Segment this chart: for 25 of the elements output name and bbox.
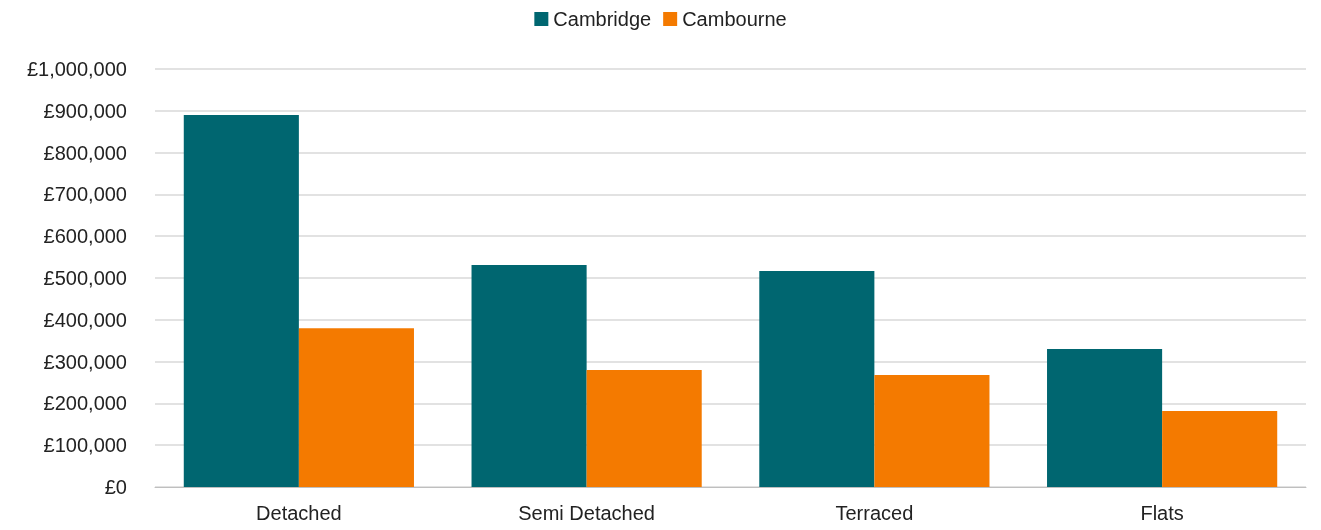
- x-tick-label: Semi Detached: [518, 502, 655, 524]
- bar: [1047, 349, 1163, 487]
- y-tick-label: £400,000: [43, 308, 127, 331]
- bar: [759, 270, 875, 487]
- y-tick-label: £1,000,000: [26, 58, 127, 80]
- y-tick-label: £900,000: [43, 99, 127, 122]
- legend-label: Cambourne: [682, 8, 787, 30]
- bar: [1162, 410, 1278, 487]
- y-tick-label: £200,000: [43, 392, 127, 415]
- bar: [183, 114, 299, 487]
- bar: [298, 328, 414, 487]
- y-tick-label: £500,000: [43, 267, 127, 289]
- bar: [586, 369, 702, 487]
- x-tick-label: Flats: [1140, 502, 1184, 524]
- y-tick-label: £700,000: [43, 183, 127, 206]
- legend-label: Cambridge: [553, 8, 652, 30]
- y-tick-label: £0: [104, 476, 127, 498]
- y-tick-label: £600,000: [43, 225, 127, 248]
- bar: [874, 374, 990, 487]
- x-tick-label: Terraced: [835, 502, 914, 524]
- bar: [471, 265, 587, 487]
- y-tick-label: £300,000: [43, 350, 127, 373]
- y-tick-label: £800,000: [43, 141, 127, 164]
- x-tick-label: Detached: [256, 502, 342, 524]
- y-tick-label: £100,000: [43, 434, 127, 457]
